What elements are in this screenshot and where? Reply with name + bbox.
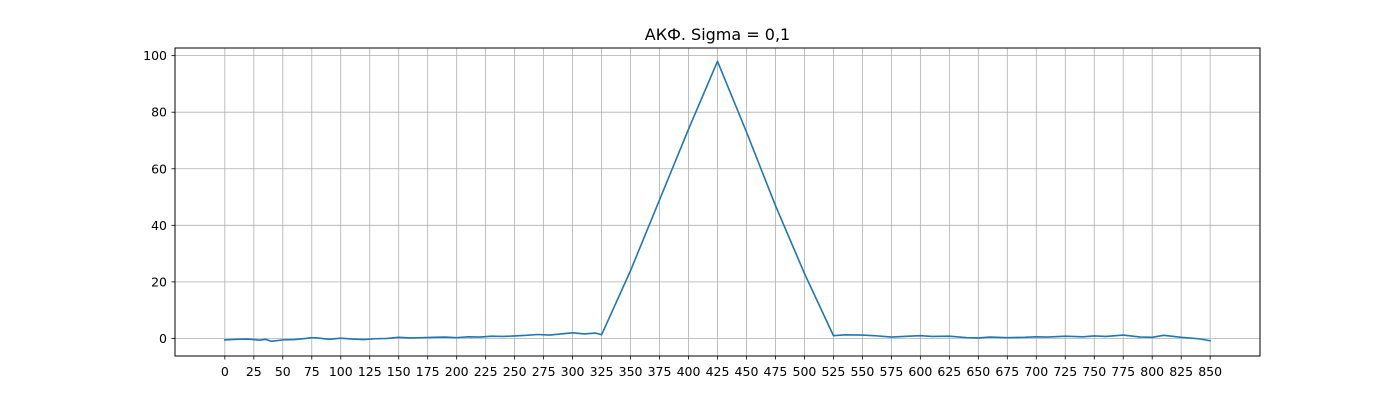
x-axis: 0 25 50 75 100 125 150 175 200 225 250 275 300 325 350… (221, 356, 1222, 379)
x-tick-label: 750 (1082, 364, 1106, 379)
series-line (224, 60, 1212, 343)
x-tick-label: 50 (275, 364, 291, 379)
x-tick-label: 575 (879, 364, 903, 379)
x-tick-label: 500 (793, 364, 817, 379)
x-tick-label: 300 (561, 364, 585, 379)
y-tick-label: 20 (151, 274, 167, 289)
y-tick-label: 80 (151, 105, 167, 120)
x-tick-label: 475 (764, 364, 788, 379)
x-tick-label: 250 (503, 364, 527, 379)
x-tick-label: 700 (1024, 364, 1048, 379)
x-tick-label: 775 (1111, 364, 1135, 379)
x-tick-label: 25 (246, 364, 262, 379)
series-layer (224, 60, 1212, 343)
x-tick-label: 825 (1169, 364, 1193, 379)
x-tick-label: 725 (1053, 364, 1077, 379)
x-tick-label: 650 (966, 364, 990, 379)
y-tick-label: 40 (151, 218, 167, 233)
chart-title: АКФ. Sigma = 0,1 (645, 25, 790, 44)
x-tick-label: 450 (735, 364, 759, 379)
y-tick-label: 0 (159, 331, 167, 346)
x-tick-label: 175 (416, 364, 440, 379)
x-tick-label: 150 (387, 364, 411, 379)
x-tick-label: 675 (995, 364, 1019, 379)
x-tick-label: 275 (532, 364, 556, 379)
x-tick-label: 350 (619, 364, 643, 379)
x-tick-label: 850 (1198, 364, 1222, 379)
grid (175, 48, 1260, 356)
x-tick-label: 625 (937, 364, 961, 379)
x-tick-label: 225 (474, 364, 498, 379)
y-tick-label: 100 (143, 48, 167, 63)
y-tick-label: 60 (151, 161, 167, 176)
x-tick-label: 0 (221, 364, 229, 379)
x-tick-label: 550 (850, 364, 874, 379)
y-axis: 0 20 40 60 80 100 (143, 48, 175, 346)
x-tick-label: 200 (445, 364, 469, 379)
x-tick-label: 325 (590, 364, 614, 379)
x-tick-label: 75 (304, 364, 320, 379)
x-tick-label: 400 (677, 364, 701, 379)
x-tick-label: 600 (908, 364, 932, 379)
x-tick-label: 525 (821, 364, 845, 379)
x-tick-label: 425 (706, 364, 730, 379)
x-tick-label: 800 (1140, 364, 1164, 379)
x-tick-label: 125 (358, 364, 382, 379)
x-tick-label: 375 (648, 364, 672, 379)
x-tick-label: 100 (329, 364, 353, 379)
